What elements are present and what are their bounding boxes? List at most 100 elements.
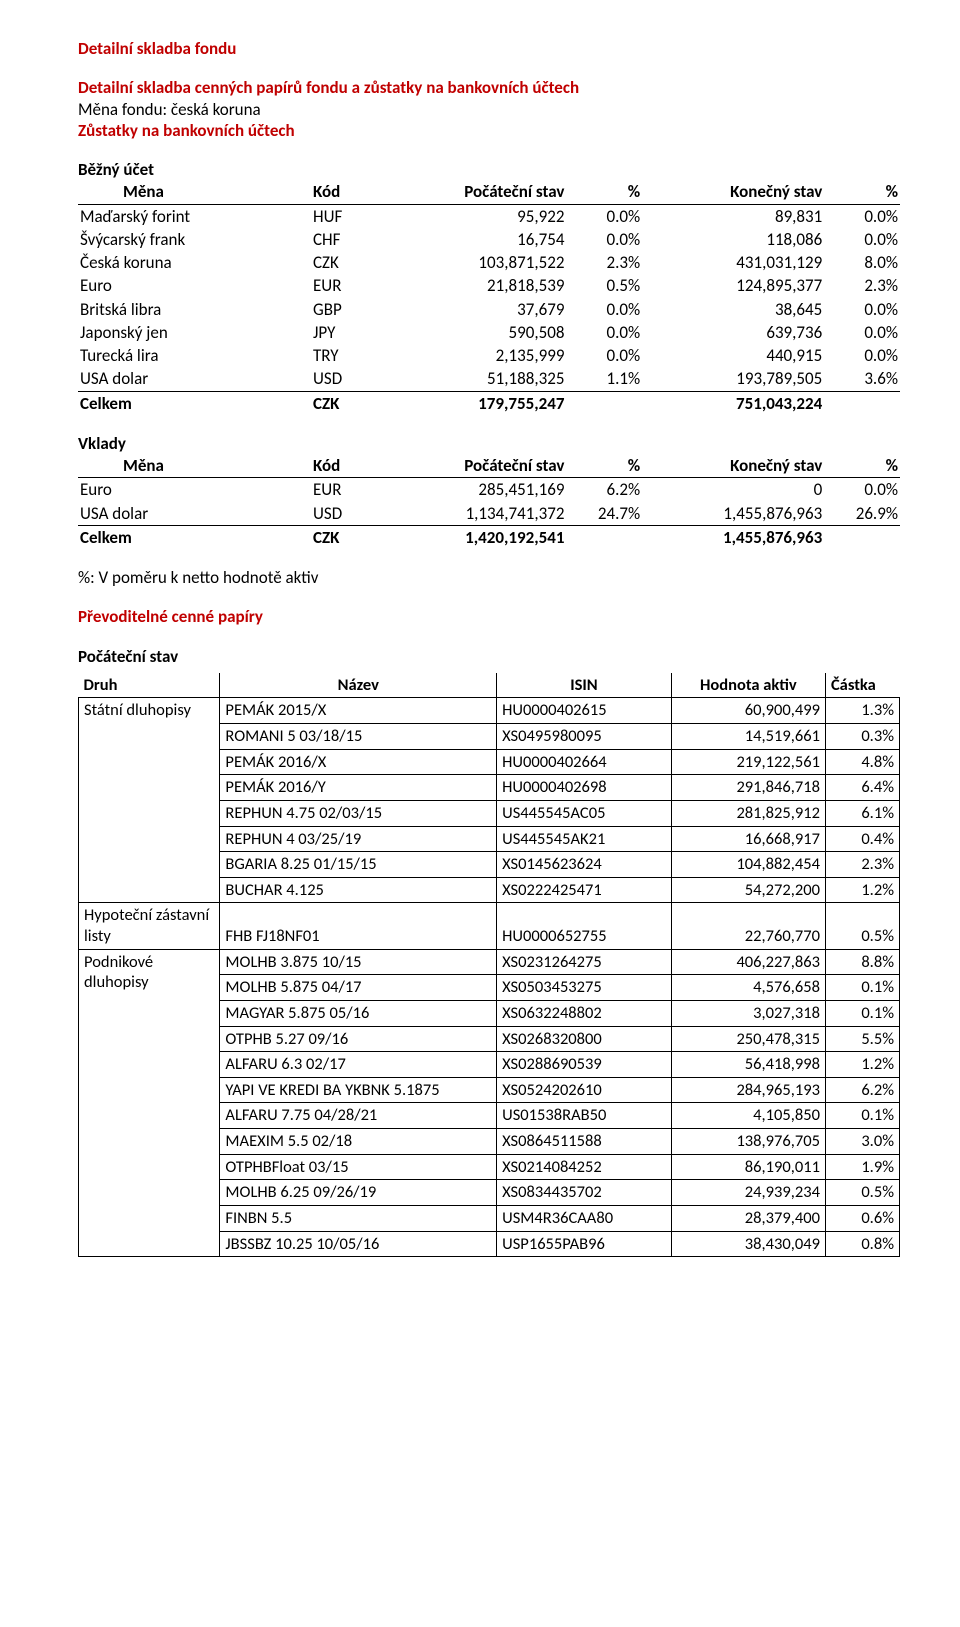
cell-start: 1,134,741,372 (384, 502, 566, 526)
cell-name: OTPHB 5.27 09/16 (220, 1026, 497, 1052)
cell-start: 590,508 (384, 321, 566, 344)
cell-name: MOLHB 3.875 10/15 (220, 949, 497, 975)
cell-pct: 0.6% (825, 1205, 899, 1231)
cell-pct: 4.8% (825, 749, 899, 775)
cell-end: 124,895,377 (642, 274, 824, 297)
cell-p1: 0.0% (566, 228, 642, 251)
cell-isin: XS0268320800 (497, 1026, 672, 1052)
fund-currency: Měna fondu: česká koruna (78, 99, 900, 120)
hdr-nazev: Název (220, 673, 497, 698)
cell-p1: 24.7% (566, 502, 642, 526)
cell-name: Japonský jen (78, 321, 311, 344)
cell-p2: 0.0% (824, 344, 900, 367)
cell-name: FHB FJ18NF01 (220, 903, 497, 949)
cell-pct: 0.5% (825, 903, 899, 949)
cell-pct: 0.5% (825, 1180, 899, 1206)
title-securities: Převoditelné cenné papíry (78, 606, 900, 627)
cell-pct: 0.1% (825, 1000, 899, 1026)
cell-pct: 0.8% (825, 1231, 899, 1257)
cell-pct: 1.2% (825, 1052, 899, 1078)
cell-isin: HU0000652755 (497, 903, 672, 949)
cell-name: PEMÁK 2016/Y (220, 775, 497, 801)
cell-name: REPHUN 4 03/25/19 (220, 826, 497, 852)
title-current-account: Běžný účet (78, 159, 900, 180)
title-deposits: Vklady (78, 433, 900, 454)
cell-isin: XS0632248802 (497, 1000, 672, 1026)
cell-pct: 6.2% (825, 1077, 899, 1103)
ratio-note: %: V poměru k netto hodnotě aktiv (78, 567, 900, 588)
hdr-pct1: % (566, 454, 642, 478)
cell-name: ROMANI 5 03/18/15 (220, 724, 497, 750)
cell-start: 21,818,539 (384, 274, 566, 297)
cell-p2: 0.0% (824, 228, 900, 251)
cell-value: 291,846,718 (671, 775, 825, 801)
cell-name: BGARIA 8.25 01/15/15 (220, 852, 497, 878)
cell-name: PEMÁK 2016/X (220, 749, 497, 775)
cell-p2: 0.0% (824, 478, 900, 502)
cell-isin: XS0524202610 (497, 1077, 672, 1103)
cell-pct: 2.3% (825, 852, 899, 878)
hdr-val: Hodnota aktiv (671, 673, 825, 698)
cell-name: Maďarský forint (78, 204, 311, 228)
cell-p2: 8.0% (824, 251, 900, 274)
cell-isin: XS0503453275 (497, 975, 672, 1001)
cell-name: MAGYAR 5.875 05/16 (220, 1000, 497, 1026)
table-row: Česká korunaCZK103,871,5222.3%431,031,12… (78, 251, 900, 274)
cell-start: 95,922 (384, 204, 566, 228)
hdr-pct2: % (824, 180, 900, 204)
cell-isin: XS0834435702 (497, 1180, 672, 1206)
cell-value: 60,900,499 (671, 698, 825, 724)
total-label: Celkem (78, 525, 311, 549)
cell-category: Hypoteční zástavní listy (79, 903, 220, 949)
hdr-pct2: % (824, 454, 900, 478)
table-row: USA dolarUSD51,188,3251.1%193,789,5053.6… (78, 367, 900, 391)
cell-end: 1,455,876,963 (642, 502, 824, 526)
cell-start: 51,188,325 (384, 367, 566, 391)
cell-pct: 6.4% (825, 775, 899, 801)
cell-name: Britská libra (78, 298, 311, 321)
cell-value: 3,027,318 (671, 1000, 825, 1026)
table-row: Japonský jenJPY590,5080.0%639,7360.0% (78, 321, 900, 344)
table-row: EuroEUR21,818,5390.5%124,895,3772.3% (78, 274, 900, 297)
cell-p2: 3.6% (824, 367, 900, 391)
cell-name: MOLHB 5.875 04/17 (220, 975, 497, 1001)
cell-p1: 0.0% (566, 204, 642, 228)
hdr-code: Kód (311, 454, 384, 478)
cell-start: 16,754 (384, 228, 566, 251)
cell-code: HUF (311, 204, 384, 228)
cell-end: 89,831 (642, 204, 824, 228)
cell-value: 54,272,200 (671, 877, 825, 903)
cell-p2: 0.0% (824, 321, 900, 344)
hdr-currency: Měna (78, 454, 311, 478)
title-initial-state: Počáteční stav (78, 646, 900, 667)
cell-value: 406,227,863 (671, 949, 825, 975)
cell-name: ALFARU 7.75 04/28/21 (220, 1103, 497, 1129)
cell-name: ALFARU 6.3 02/17 (220, 1052, 497, 1078)
cell-name: Švýcarský frank (78, 228, 311, 251)
table-row: Státní dluhopisyPEMÁK 2015/XHU0000402615… (79, 698, 900, 724)
cell-value: 56,418,998 (671, 1052, 825, 1078)
cell-end: 193,789,505 (642, 367, 824, 391)
cell-value: 104,882,454 (671, 852, 825, 878)
hdr-start: Počáteční stav (384, 180, 566, 204)
total-code: CZK (311, 391, 384, 415)
cell-isin: USP1655PAB96 (497, 1231, 672, 1257)
table-row: Hypoteční zástavní listyFHB FJ18NF01HU00… (79, 903, 900, 949)
cell-p2: 2.3% (824, 274, 900, 297)
cell-pct: 1.3% (825, 698, 899, 724)
securities-table: Druh Název ISIN Hodnota aktiv Částka Stá… (78, 673, 900, 1257)
cell-code: TRY (311, 344, 384, 367)
cell-name: Turecká lira (78, 344, 311, 367)
cell-code: USD (311, 367, 384, 391)
cell-isin: XS0288690539 (497, 1052, 672, 1078)
cell-name: JBSSBZ 10.25 10/05/16 (220, 1231, 497, 1257)
cell-isin: XS0231264275 (497, 949, 672, 975)
cell-code: CHF (311, 228, 384, 251)
cell-value: 284,965,193 (671, 1077, 825, 1103)
cell-name: REPHUN 4.75 02/03/15 (220, 800, 497, 826)
title-main: Detailní skladba fondu (78, 38, 900, 59)
cell-category: Podnikové dluhopisy (79, 949, 220, 1257)
cell-value: 16,668,917 (671, 826, 825, 852)
cell-name: MAEXIM 5.5 02/18 (220, 1129, 497, 1155)
cell-p1: 1.1% (566, 367, 642, 391)
